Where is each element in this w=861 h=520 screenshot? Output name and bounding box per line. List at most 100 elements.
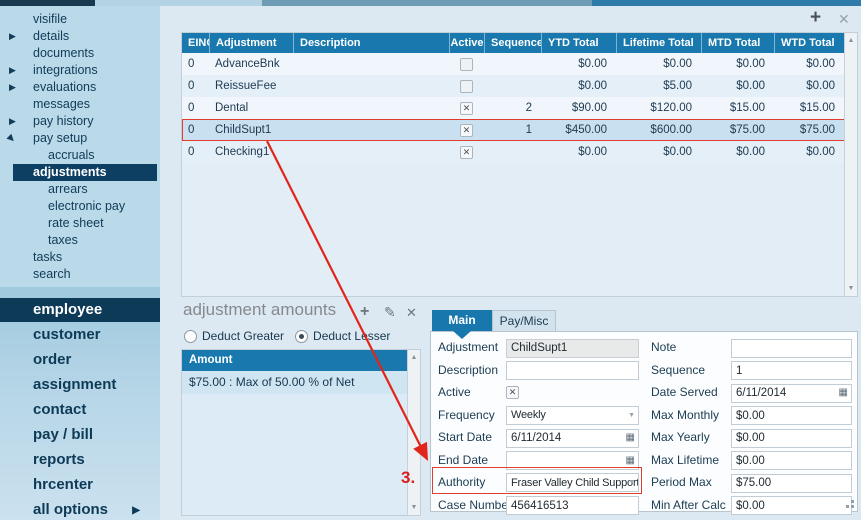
amount-list-item[interactable]: $75.00 : Max of 50.00 % of Net	[182, 371, 408, 394]
active-checkbox[interactable]	[460, 101, 473, 115]
active-checkbox[interactable]	[460, 79, 473, 93]
delete-amount-icon[interactable]: ✕	[406, 305, 417, 320]
grid-scrollbar[interactable]: ▲ ▼	[844, 33, 857, 296]
column-header-adjustment[interactable]: Adjustment	[209, 33, 293, 53]
field-label-authority: Authority	[438, 475, 486, 489]
add-adjustment-button[interactable]: +	[810, 7, 822, 28]
tab-main[interactable]: Main	[432, 310, 492, 331]
sidebar-item-search[interactable]: search	[33, 267, 71, 281]
calendar-icon[interactable]: ▦	[625, 454, 635, 466]
frequency-select[interactable]: Weekly	[506, 405, 639, 425]
menu-item-all-options[interactable]: all options ▶	[0, 497, 160, 520]
chevron-right-icon[interactable]: ▶	[9, 82, 16, 92]
scroll-up-icon[interactable]: ▲	[410, 354, 418, 361]
description-field[interactable]	[506, 361, 639, 380]
active-checkbox[interactable]	[460, 57, 473, 71]
column-header-mtd-total[interactable]: MTD Total	[701, 33, 774, 53]
max-lifetime-field[interactable]	[731, 451, 852, 470]
sequence-field[interactable]	[731, 361, 852, 380]
dropdown-caret-icon[interactable]: ▼	[628, 411, 635, 419]
start-date-field[interactable]	[506, 428, 639, 448]
field-label-description: Description	[438, 362, 499, 377]
period-max-field[interactable]	[731, 473, 852, 493]
case-number-field[interactable]	[506, 496, 639, 515]
table-row-childsupt1-selected[interactable]: 0 ChildSupt1 1 $450.00 $600.00 $75.00 $7…	[182, 119, 857, 141]
column-header-lifetime-total[interactable]: Lifetime Total	[616, 33, 701, 53]
field-label-end-date: End Date	[438, 452, 489, 467]
scroll-down-icon[interactable]: ▼	[410, 504, 418, 511]
menu-item-contact[interactable]: contact	[33, 401, 87, 418]
sidebar-item-electronic-pay[interactable]: electronic pay	[48, 199, 126, 213]
chevron-right-icon[interactable]: ▶	[9, 116, 16, 126]
chevron-right-icon[interactable]: ▶	[9, 31, 16, 41]
scroll-up-icon[interactable]: ▲	[847, 37, 855, 44]
column-header-ytd-total[interactable]: YTD Total	[541, 33, 616, 53]
column-header-einc[interactable]: EINC	[188, 37, 209, 49]
sidebar-item-messages[interactable]: messages	[33, 97, 90, 111]
tab-pay-misc[interactable]: Pay/Misc	[492, 310, 556, 331]
menu-item-order[interactable]: order	[33, 351, 72, 368]
dropdown-caret-icon[interactable]: ▼	[628, 479, 635, 486]
radio-icon[interactable]	[184, 329, 197, 343]
adjustment-field[interactable]	[506, 338, 639, 358]
column-header-active[interactable]: Active	[449, 33, 484, 53]
add-amount-button[interactable]: +	[360, 303, 370, 320]
chevron-expanded-icon[interactable]: ▶	[5, 132, 18, 145]
sidebar-item-evaluations[interactable]: ▶ evaluations	[9, 80, 97, 94]
field-label-active: Active	[438, 385, 471, 399]
sidebar-item-rate-sheet[interactable]: rate sheet	[48, 216, 104, 230]
active-checkbox[interactable]	[460, 145, 473, 159]
radio-deduct-lesser[interactable]: Deduct Lesser	[295, 329, 390, 343]
end-date-field[interactable]	[506, 451, 639, 470]
radio-icon[interactable]	[295, 329, 309, 343]
calendar-icon[interactable]: ▦	[838, 387, 848, 398]
sidebar-item-documents[interactable]: documents	[33, 46, 95, 60]
sidebar-item-taxes[interactable]: taxes	[48, 233, 78, 247]
menu-item-reports[interactable]: reports	[33, 451, 85, 468]
active-checkbox[interactable]	[460, 123, 473, 137]
menu-item-customer[interactable]: customer	[33, 326, 101, 343]
table-row-dental[interactable]: 0 Dental 2 $90.00 $120.00 $15.00 $15.00	[182, 97, 857, 119]
radio-deduct-greater[interactable]: Deduct Greater	[184, 329, 284, 343]
field-label-max-lifetime: Max Lifetime	[651, 452, 720, 467]
deduct-radio-group: Deduct Greater Deduct Lesser	[184, 328, 390, 344]
active-checkbox[interactable]	[506, 386, 519, 399]
chevron-right-icon[interactable]: ▶	[9, 65, 16, 75]
amounts-scrollbar[interactable]: ▲ ▼	[407, 350, 420, 515]
max-monthly-field[interactable]	[731, 406, 852, 425]
titlebar-segment-dark	[0, 0, 95, 6]
sidebar-item-pay-history[interactable]: ▶ pay history	[9, 114, 94, 128]
calendar-icon[interactable]: ▦	[625, 432, 635, 443]
table-row-reissuefee[interactable]: 0 ReissueFee $0.00 $5.00 $0.00 $0.00	[182, 75, 857, 97]
sidebar-item-arrears[interactable]: arrears	[48, 182, 88, 196]
sidebar-item-details[interactable]: ▶ details	[9, 29, 70, 43]
min-after-calc-field[interactable]	[731, 496, 852, 515]
sidebar-item-integrations[interactable]: ▶ integrations	[9, 63, 98, 77]
sidebar-item-tasks[interactable]: tasks	[33, 250, 63, 264]
sidebar-item-accruals[interactable]: accruals	[48, 148, 95, 162]
menu-item-hrcenter[interactable]: hrcenter	[33, 476, 94, 493]
date-served-field[interactable]	[731, 383, 852, 403]
authority-select[interactable]: Fraser Valley Child Support	[506, 473, 639, 492]
menu-item-employee[interactable]: employee	[0, 298, 170, 322]
edit-amount-icon[interactable]: ✎	[384, 304, 396, 320]
menu-item-assignment[interactable]: assignment	[33, 376, 117, 393]
max-yearly-field[interactable]	[731, 428, 852, 448]
menu-item-pay-bill[interactable]: pay / bill	[33, 426, 94, 443]
titlebar-segment-mid	[262, 0, 592, 6]
column-header-sequence[interactable]: Sequence	[484, 33, 541, 53]
scroll-down-icon[interactable]: ▼	[847, 285, 855, 292]
sidebar-item-visifile[interactable]: visifile	[33, 12, 68, 26]
table-row-advancebnk[interactable]: 0 AdvanceBnk $0.00 $0.00 $0.00 $0.00	[182, 53, 857, 75]
resize-grip[interactable]	[851, 505, 854, 508]
column-header-wtd-total[interactable]: WTD Total	[774, 33, 844, 53]
sidebar-item-pay-setup[interactable]: ▶ pay setup	[0, 130, 160, 147]
amount-column-header[interactable]: Amount	[182, 350, 408, 371]
close-button[interactable]: ✕	[838, 11, 850, 27]
table-row-checking1[interactable]: 0 Checking1 $0.00 $0.00 $0.00 $0.00	[182, 141, 857, 163]
note-field[interactable]	[731, 338, 852, 358]
field-label-sequence: Sequence	[651, 362, 706, 377]
column-header-description[interactable]: Description	[293, 33, 449, 53]
sidebar-item-adjustments[interactable]: adjustments	[13, 164, 157, 181]
